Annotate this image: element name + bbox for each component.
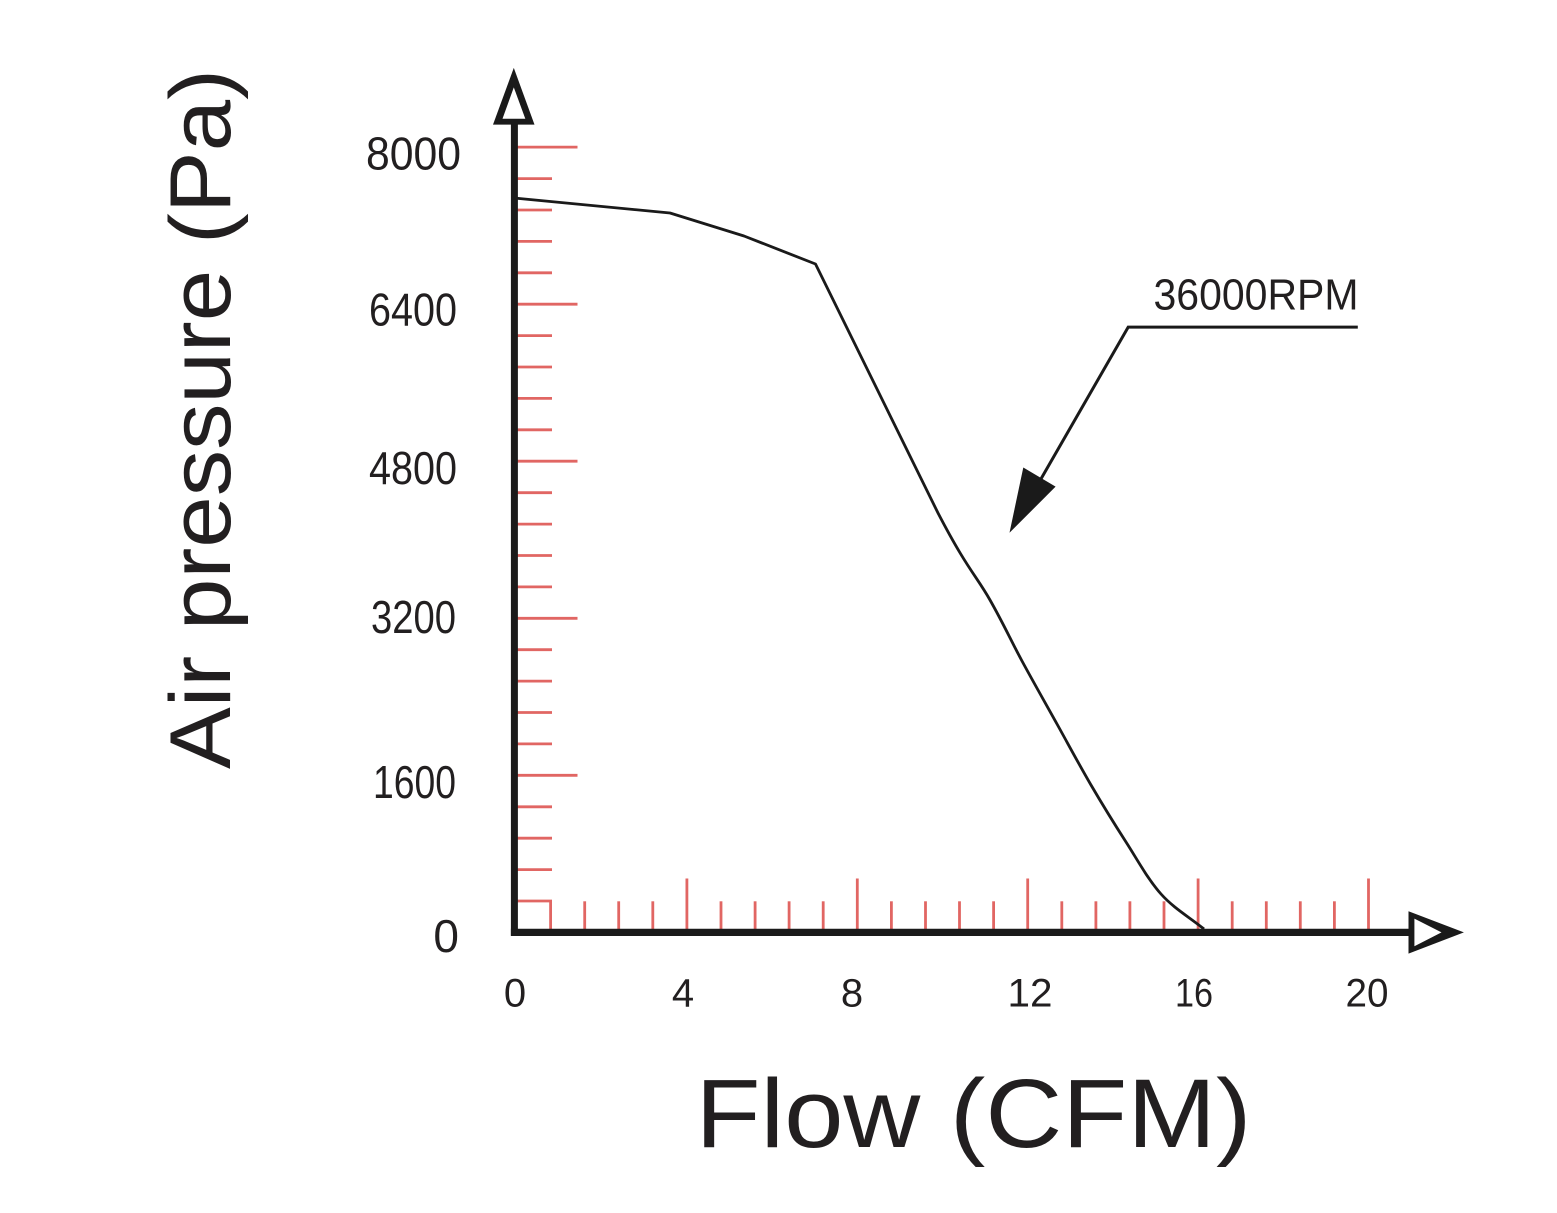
- svg-text:0: 0: [433, 910, 459, 962]
- svg-text:Flow (CFM): Flow (CFM): [696, 1059, 1252, 1168]
- svg-text:16: 16: [1175, 971, 1213, 1015]
- svg-text:1600: 1600: [373, 756, 456, 808]
- svg-text:20: 20: [1346, 971, 1389, 1015]
- svg-text:0: 0: [504, 971, 526, 1015]
- svg-text:4800: 4800: [369, 442, 457, 494]
- svg-text:4: 4: [672, 971, 694, 1015]
- svg-text:8000: 8000: [366, 128, 461, 180]
- svg-text:6400: 6400: [369, 283, 457, 335]
- svg-text:36000RPM: 36000RPM: [1154, 271, 1359, 320]
- svg-text:3200: 3200: [371, 591, 456, 643]
- svg-text:12: 12: [1008, 971, 1053, 1015]
- svg-text:8: 8: [841, 971, 863, 1015]
- svg-text:Air pressure (Pa): Air pressure (Pa): [153, 69, 249, 769]
